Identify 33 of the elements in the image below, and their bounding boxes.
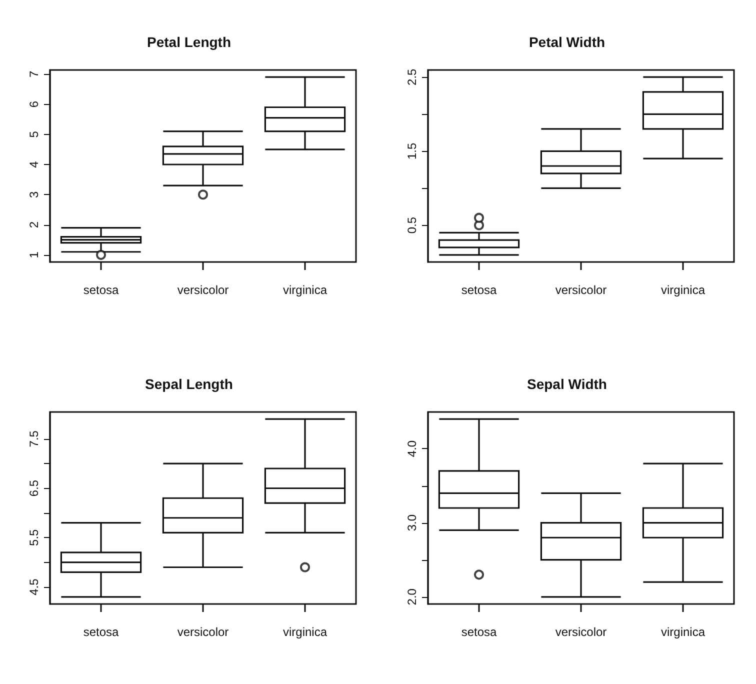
x-tick-label: virginica [282, 625, 328, 639]
y-tick-label: 2 [27, 221, 41, 228]
x-tick-label: setosa [83, 283, 119, 297]
x-tick-label: versicolor [555, 283, 607, 297]
y-tick-label: 4.0 [405, 440, 419, 458]
y-tick-label: 7.5 [27, 430, 41, 448]
x-tick-label: setosa [83, 625, 119, 639]
y-tick-label: 4 [27, 160, 41, 168]
y-tick-label: 5 [27, 130, 41, 138]
chart-title: Sepal Width [527, 376, 607, 392]
y-tick-label: 2.5 [405, 68, 419, 86]
y-tick-label: 6 [27, 100, 41, 108]
y-tick-label: 1 [27, 251, 41, 258]
y-tick-label: 3 [27, 190, 41, 198]
x-tick-label: versicolor [555, 625, 607, 639]
y-tick-label: 7 [27, 70, 41, 78]
chart-title: Sepal Length [145, 376, 233, 392]
chart-title: Petal Length [146, 34, 232, 50]
x-tick-label: versicolor [177, 625, 229, 639]
y-tick-label: 5.5 [27, 528, 41, 546]
y-tick-label: 6.5 [27, 480, 41, 497]
x-tick-label: virginica [660, 625, 706, 639]
y-tick-label: 3.0 [405, 514, 419, 532]
y-tick-label: 1.5 [405, 142, 419, 160]
x-tick-label: virginica [660, 283, 706, 297]
x-tick-label: setosa [461, 625, 497, 639]
y-tick-label: 0.5 [405, 216, 419, 234]
x-tick-label: setosa [461, 283, 497, 297]
chart-title: Petal Width [528, 34, 606, 50]
y-tick-label: 4.5 [27, 578, 41, 596]
y-tick-label: 2.0 [405, 588, 419, 606]
x-tick-label: virginica [282, 283, 328, 297]
x-tick-label: versicolor [177, 283, 229, 297]
